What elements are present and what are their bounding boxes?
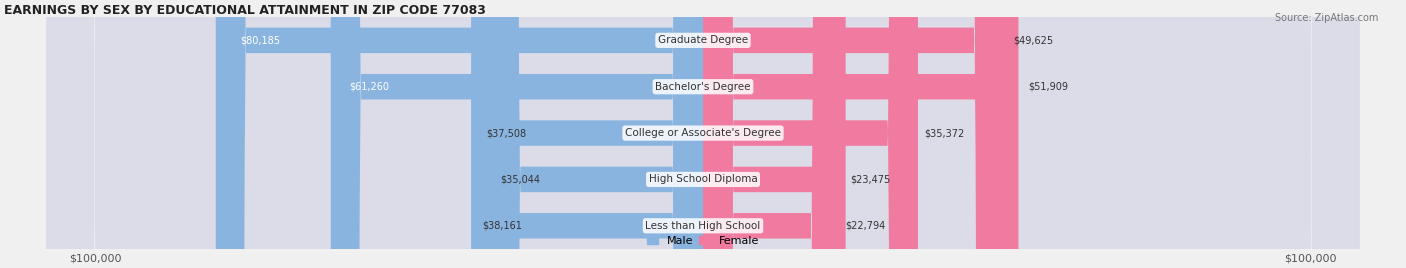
Text: $51,909: $51,909: [1028, 82, 1069, 92]
Text: Bachelor's Degree: Bachelor's Degree: [655, 82, 751, 92]
FancyBboxPatch shape: [475, 0, 703, 268]
Text: $35,372: $35,372: [924, 128, 965, 138]
Text: $38,161: $38,161: [482, 221, 523, 231]
FancyBboxPatch shape: [703, 0, 1018, 268]
FancyBboxPatch shape: [703, 0, 918, 268]
FancyBboxPatch shape: [46, 0, 1360, 268]
Text: EARNINGS BY SEX BY EDUCATIONAL ATTAINMENT IN ZIP CODE 77083: EARNINGS BY SEX BY EDUCATIONAL ATTAINMEN…: [4, 4, 486, 17]
Text: $37,508: $37,508: [486, 128, 527, 138]
Text: $35,044: $35,044: [501, 174, 541, 184]
FancyBboxPatch shape: [215, 0, 703, 268]
Text: $80,185: $80,185: [240, 35, 280, 45]
Text: $61,260: $61,260: [349, 82, 389, 92]
FancyBboxPatch shape: [471, 0, 703, 268]
Legend: Male, Female: Male, Female: [647, 236, 759, 246]
Text: Graduate Degree: Graduate Degree: [658, 35, 748, 45]
Text: Source: ZipAtlas.com: Source: ZipAtlas.com: [1274, 13, 1378, 23]
FancyBboxPatch shape: [703, 0, 1004, 268]
Text: Less than High School: Less than High School: [645, 221, 761, 231]
Text: $49,625: $49,625: [1014, 35, 1053, 45]
Text: High School Diploma: High School Diploma: [648, 174, 758, 184]
FancyBboxPatch shape: [491, 0, 703, 268]
FancyBboxPatch shape: [46, 0, 1360, 268]
Text: $22,794: $22,794: [845, 221, 886, 231]
FancyBboxPatch shape: [46, 0, 1360, 268]
Text: $23,475: $23,475: [851, 174, 890, 184]
FancyBboxPatch shape: [46, 0, 1360, 268]
FancyBboxPatch shape: [330, 0, 703, 268]
FancyBboxPatch shape: [703, 0, 845, 268]
FancyBboxPatch shape: [46, 0, 1360, 268]
FancyBboxPatch shape: [703, 0, 842, 268]
Text: College or Associate's Degree: College or Associate's Degree: [626, 128, 780, 138]
